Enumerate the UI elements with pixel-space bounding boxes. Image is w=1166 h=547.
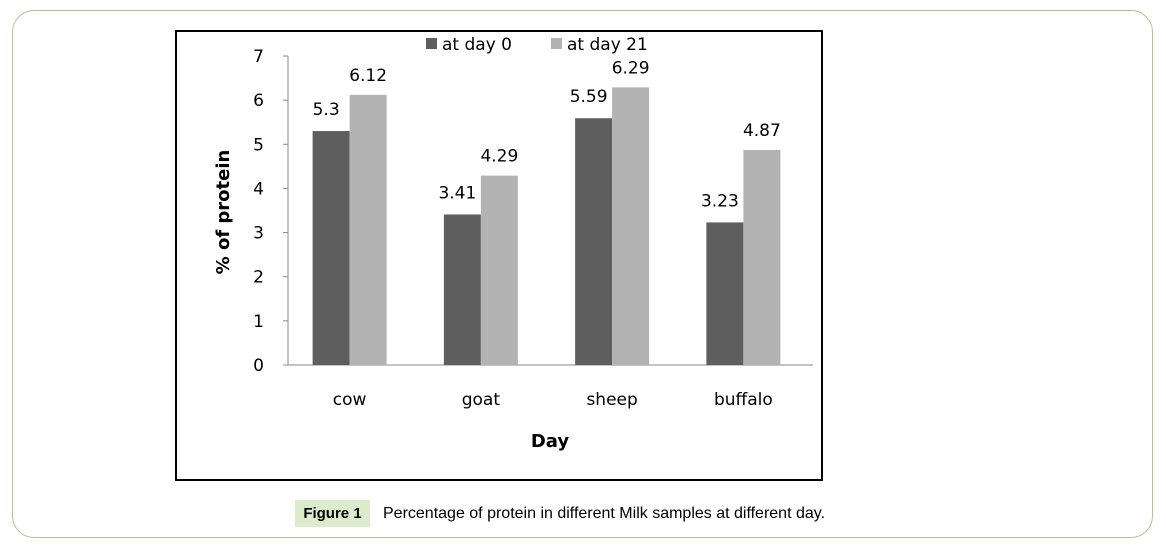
y-tick-label: 7: [253, 47, 264, 67]
figure-label: Figure 1: [295, 500, 370, 527]
bar-at-day-21-sheep: [612, 87, 650, 365]
bar-at-day-21-goat: [480, 175, 518, 365]
data-label: 6.12: [349, 66, 387, 86]
y-tick-label: 6: [253, 91, 264, 111]
y-tick-label: 4: [253, 179, 264, 199]
bar-at-day-0-buffalo: [706, 222, 744, 365]
x-tick-label: cow: [333, 390, 367, 410]
bar-at-day-0-sheep: [575, 118, 613, 366]
y-tick-label: 2: [253, 268, 264, 288]
legend-swatch: [426, 38, 437, 49]
legend-label: at day 21: [567, 35, 648, 55]
data-label: 4.29: [480, 147, 518, 167]
x-tick-label: goat: [462, 390, 501, 410]
bar-at-day-21-buffalo: [743, 150, 781, 365]
bar-at-day-21-cow: [349, 94, 387, 366]
data-label: 5.59: [570, 87, 608, 107]
data-label: 6.29: [612, 58, 650, 78]
x-axis-title: Day: [531, 431, 570, 452]
chart-frame: [175, 30, 823, 481]
bar-at-day-0-goat: [443, 214, 481, 365]
y-tick-label: 0: [253, 356, 264, 376]
y-tick-label: 1: [253, 312, 264, 332]
legend-label: at day 0: [442, 35, 512, 55]
figure-frame: [12, 10, 1153, 538]
data-label: 4.87: [743, 121, 781, 141]
data-label: 5.3: [313, 100, 340, 120]
y-axis-title: % of protein: [213, 150, 234, 275]
y-tick-label: 5: [253, 135, 264, 155]
bar-at-day-0-cow: [312, 131, 350, 365]
legend-swatch: [551, 38, 562, 49]
x-tick-label: buffalo: [714, 390, 773, 410]
y-tick-label: 3: [253, 224, 264, 244]
x-tick-label: sheep: [586, 390, 637, 410]
data-label: 3.23: [701, 191, 739, 211]
figure-caption: Percentage of protein in different Milk …: [383, 505, 826, 522]
data-label: 3.41: [438, 183, 476, 203]
